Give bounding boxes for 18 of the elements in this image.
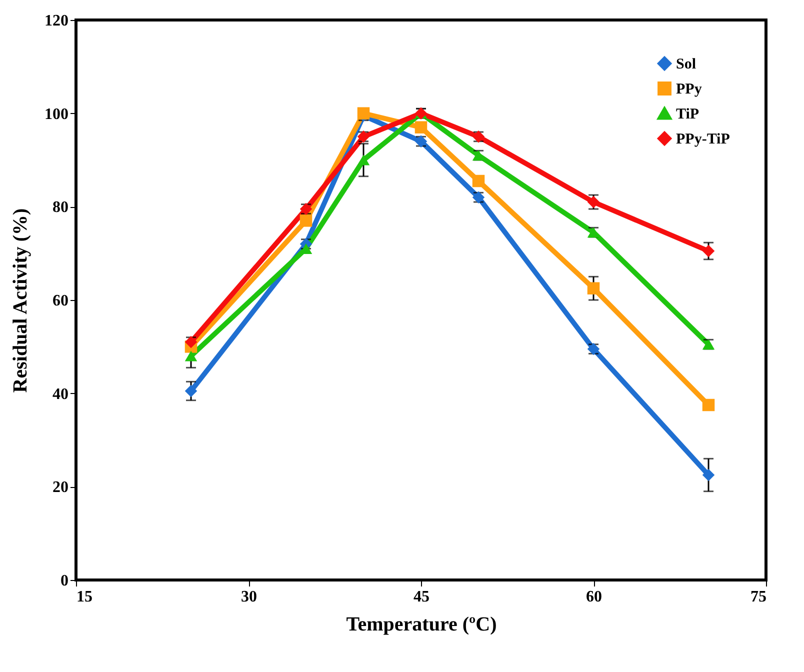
y-tick-label: 80	[52, 199, 68, 216]
x-axis-title: Temperature (ºC)	[346, 614, 497, 636]
y-axis-title: Residual Activity (%)	[10, 208, 32, 393]
x-tick-label: 45	[414, 588, 430, 606]
legend-label: TiP	[676, 106, 700, 122]
y-tick-label: 40	[52, 386, 68, 403]
x-tick-label: 75	[750, 588, 766, 606]
legend-label: PPy	[676, 82, 702, 98]
legend-label: Sol	[676, 56, 696, 72]
y-tick-label: 60	[52, 292, 68, 310]
y-tick-label: 120	[44, 12, 68, 30]
x-tick-label: 60	[586, 588, 602, 606]
x-tick-label: 15	[76, 588, 92, 606]
y-tick-label: 100	[44, 106, 68, 123]
y-tick-label: 0	[60, 572, 68, 590]
y-tick-label: 20	[52, 479, 68, 496]
legend-label: PPy-TiP	[676, 132, 730, 148]
x-tick-label: 30	[241, 588, 257, 606]
